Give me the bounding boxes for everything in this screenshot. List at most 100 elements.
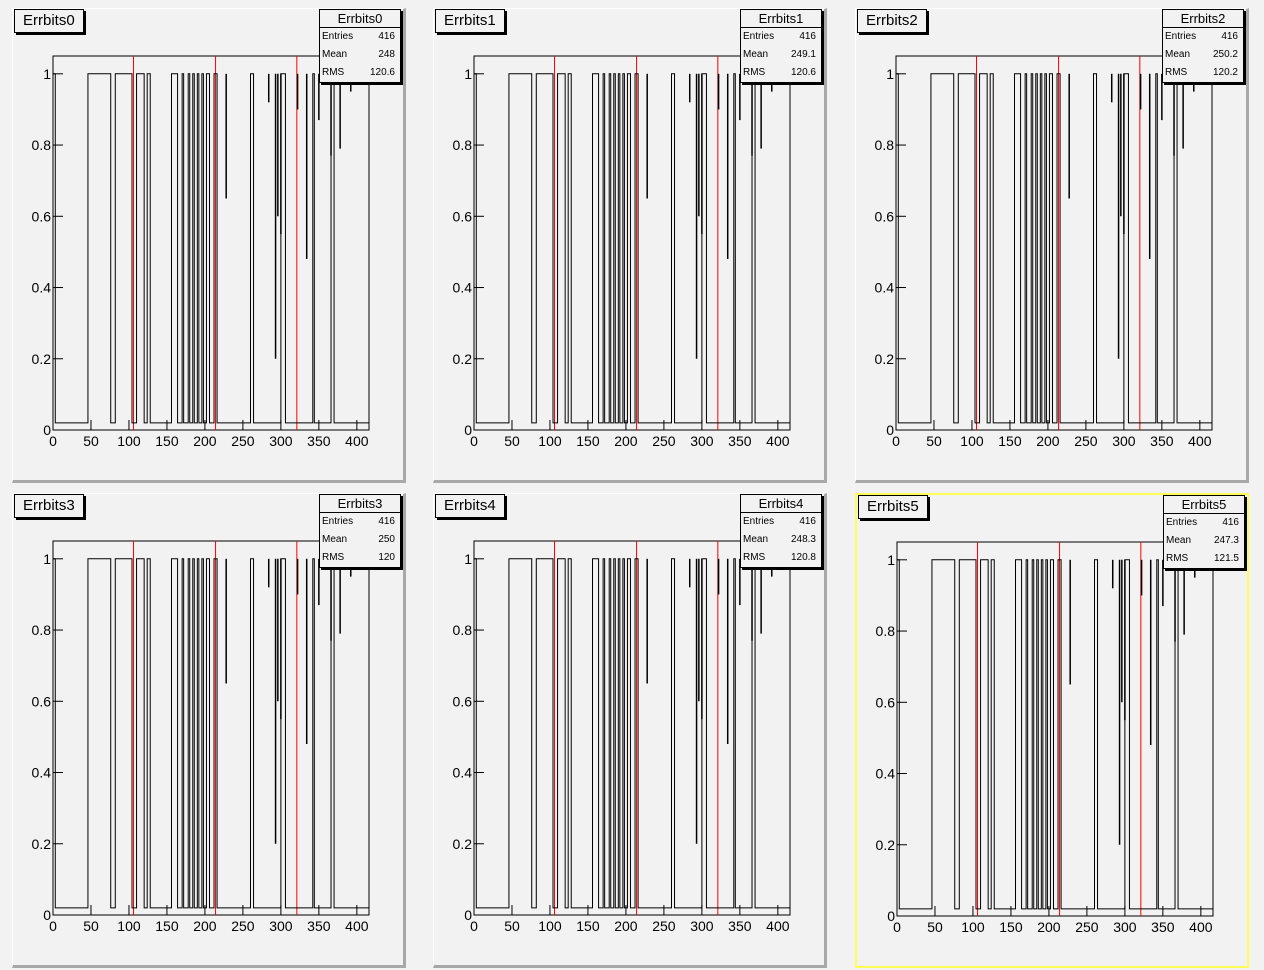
y-tick-label: 0.6 bbox=[453, 208, 473, 224]
y-tick-label: 0 bbox=[464, 422, 472, 438]
stats-row-rms: RMS 120 bbox=[320, 549, 400, 567]
stats-box[interactable]: Errbits2 Entries 416 Mean 250.2 RMS 120.2 bbox=[1162, 9, 1244, 83]
y-tick-label: 0.2 bbox=[453, 836, 473, 852]
canvas-pad-errbits0[interactable]: 0 50 100 150 200 250 300 350 400 0 0.2 0.4 0.6 0.8 1 E… bbox=[12, 8, 406, 483]
stats-value: 121.5 bbox=[1213, 553, 1239, 564]
stats-name: Errbits1 bbox=[741, 10, 821, 28]
plot-frame bbox=[896, 541, 1214, 917]
plot-frame bbox=[473, 540, 791, 916]
x-tick-label: 150 bbox=[999, 919, 1023, 935]
x-tick-label: 50 bbox=[504, 918, 520, 934]
y-tick-label: 0.4 bbox=[875, 280, 895, 296]
stats-label: RMS bbox=[743, 67, 766, 78]
stats-name: Errbits0 bbox=[320, 10, 400, 28]
histogram-plot: 0 50 100 150 200 250 300 350 400 0 0.2 0.4 0.6 0.8 1 bbox=[453, 55, 791, 449]
y-tick-label: 0.2 bbox=[876, 837, 896, 853]
stats-name: Errbits2 bbox=[1163, 10, 1243, 28]
canvas-pad-errbits5[interactable]: 0 50 100 150 200 250 300 350 400 0 0.2 0.4 0.6 0.8 1 E… bbox=[855, 493, 1249, 968]
canvas-pad-errbits3[interactable]: 0 50 100 150 200 250 300 350 400 0 0.2 0.4 0.6 0.8 1 E… bbox=[12, 493, 406, 968]
x-tick-label: 350 bbox=[307, 433, 331, 449]
stats-label: Entries bbox=[322, 31, 354, 42]
stats-value: 248.3 bbox=[790, 534, 816, 545]
canvas-pad-errbits1[interactable]: 0 50 100 150 200 250 300 350 400 0 0.2 0.4 0.6 0.8 1 E… bbox=[433, 8, 827, 483]
x-tick-label: 100 bbox=[538, 918, 562, 934]
stats-label: Mean bbox=[322, 49, 348, 60]
canvas-pad-errbits2[interactable]: 0 50 100 150 200 250 300 350 400 0 0.2 0.4 0.6 0.8 1 E… bbox=[855, 8, 1249, 483]
histogram-line bbox=[895, 73, 1212, 424]
pad-title[interactable]: Errbits2 bbox=[857, 9, 927, 33]
stats-row-rms: RMS 120.8 bbox=[741, 549, 821, 567]
x-tick-label: 300 bbox=[269, 918, 293, 934]
y-tick-label: 0.6 bbox=[32, 208, 52, 224]
y-tick-label: 0.8 bbox=[875, 137, 895, 153]
stats-row-rms: RMS 120.6 bbox=[741, 64, 821, 82]
x-tick-label: 250 bbox=[652, 918, 676, 934]
y-tick-label: 0 bbox=[887, 908, 895, 924]
stats-value: 416 bbox=[378, 516, 395, 527]
x-tick-label: 150 bbox=[576, 918, 600, 934]
stats-label: RMS bbox=[1166, 553, 1189, 564]
x-tick-label: 350 bbox=[728, 433, 752, 449]
stats-name: Errbits5 bbox=[1164, 496, 1244, 514]
plot-frame bbox=[895, 55, 1213, 431]
x-tick-label: 50 bbox=[504, 433, 520, 449]
stats-label: Entries bbox=[743, 516, 775, 527]
stats-label: Mean bbox=[743, 534, 769, 545]
stats-value: 250.2 bbox=[1212, 49, 1238, 60]
stats-label: RMS bbox=[322, 67, 345, 78]
stats-box[interactable]: Errbits4 Entries 416 Mean 248.3 RMS 120.8 bbox=[740, 494, 822, 568]
canvas-pad-errbits4[interactable]: 0 50 100 150 200 250 300 350 400 0 0.2 0.4 0.6 0.8 1 E… bbox=[433, 493, 827, 968]
y-tick-label: 0.8 bbox=[32, 622, 52, 638]
histogram-plot: 0 50 100 150 200 250 300 350 400 0 0.2 0.4 0.6 0.8 1 bbox=[453, 540, 791, 934]
y-tick-label: 1 bbox=[886, 66, 894, 82]
y-tick-label: 1 bbox=[887, 552, 895, 568]
stats-label: Entries bbox=[1166, 517, 1198, 528]
x-tick-label: 350 bbox=[307, 918, 331, 934]
x-tick-label: 150 bbox=[155, 433, 179, 449]
x-tick-label: 100 bbox=[538, 433, 562, 449]
stats-label: RMS bbox=[743, 552, 766, 563]
y-tick-label: 0.2 bbox=[32, 351, 52, 367]
y-tick-label: 0.2 bbox=[875, 351, 895, 367]
y-tick-label: 0 bbox=[43, 422, 51, 438]
x-tick-label: 300 bbox=[269, 433, 293, 449]
stats-row-rms: RMS 120.2 bbox=[1163, 64, 1243, 82]
x-tick-label: 350 bbox=[728, 918, 752, 934]
x-tick-label: 150 bbox=[155, 918, 179, 934]
stats-row-entries: Entries 416 bbox=[1164, 514, 1244, 532]
pad-title[interactable]: Errbits5 bbox=[858, 495, 928, 519]
stats-value: 120.6 bbox=[369, 67, 395, 78]
x-tick-label: 400 bbox=[1188, 433, 1212, 449]
pad-title[interactable]: Errbits4 bbox=[435, 494, 505, 518]
x-tick-label: 250 bbox=[1075, 919, 1099, 935]
plot-frame bbox=[473, 55, 791, 431]
x-tick-label: 50 bbox=[83, 918, 99, 934]
stats-name: Errbits3 bbox=[320, 495, 400, 513]
stats-value: 120.8 bbox=[790, 552, 816, 563]
x-tick-label: 300 bbox=[690, 433, 714, 449]
pad-title[interactable]: Errbits1 bbox=[435, 9, 505, 33]
stats-row-entries: Entries 416 bbox=[320, 28, 400, 46]
x-tick-label: 200 bbox=[614, 918, 638, 934]
stats-value: 416 bbox=[799, 516, 816, 527]
y-tick-label: 1 bbox=[43, 66, 51, 82]
histogram-plot: 0 50 100 150 200 250 300 350 400 0 0.2 0.4 0.6 0.8 1 bbox=[32, 540, 370, 934]
y-tick-label: 0.4 bbox=[32, 765, 52, 781]
stats-label: RMS bbox=[1165, 67, 1188, 78]
stats-box[interactable]: Errbits5 Entries 416 Mean 247.3 RMS 121.5 bbox=[1163, 495, 1245, 569]
pad-title[interactable]: Errbits3 bbox=[14, 494, 84, 518]
y-tick-label: 0 bbox=[43, 907, 51, 923]
stats-label: Mean bbox=[1165, 49, 1191, 60]
y-tick-label: 0.6 bbox=[876, 694, 896, 710]
x-tick-label: 300 bbox=[690, 918, 714, 934]
x-tick-label: 400 bbox=[1189, 919, 1213, 935]
pad-title[interactable]: Errbits0 bbox=[14, 9, 84, 33]
x-tick-label: 400 bbox=[766, 433, 790, 449]
x-tick-label: 50 bbox=[83, 433, 99, 449]
x-tick-label: 200 bbox=[1037, 919, 1061, 935]
histogram-line bbox=[52, 558, 369, 909]
x-tick-label: 150 bbox=[576, 433, 600, 449]
stats-box[interactable]: Errbits3 Entries 416 Mean 250 RMS 120 bbox=[319, 494, 401, 568]
stats-box[interactable]: Errbits1 Entries 416 Mean 249.1 RMS 120.6 bbox=[740, 9, 822, 83]
stats-box[interactable]: Errbits0 Entries 416 Mean 248 RMS 120.6 bbox=[319, 9, 401, 83]
